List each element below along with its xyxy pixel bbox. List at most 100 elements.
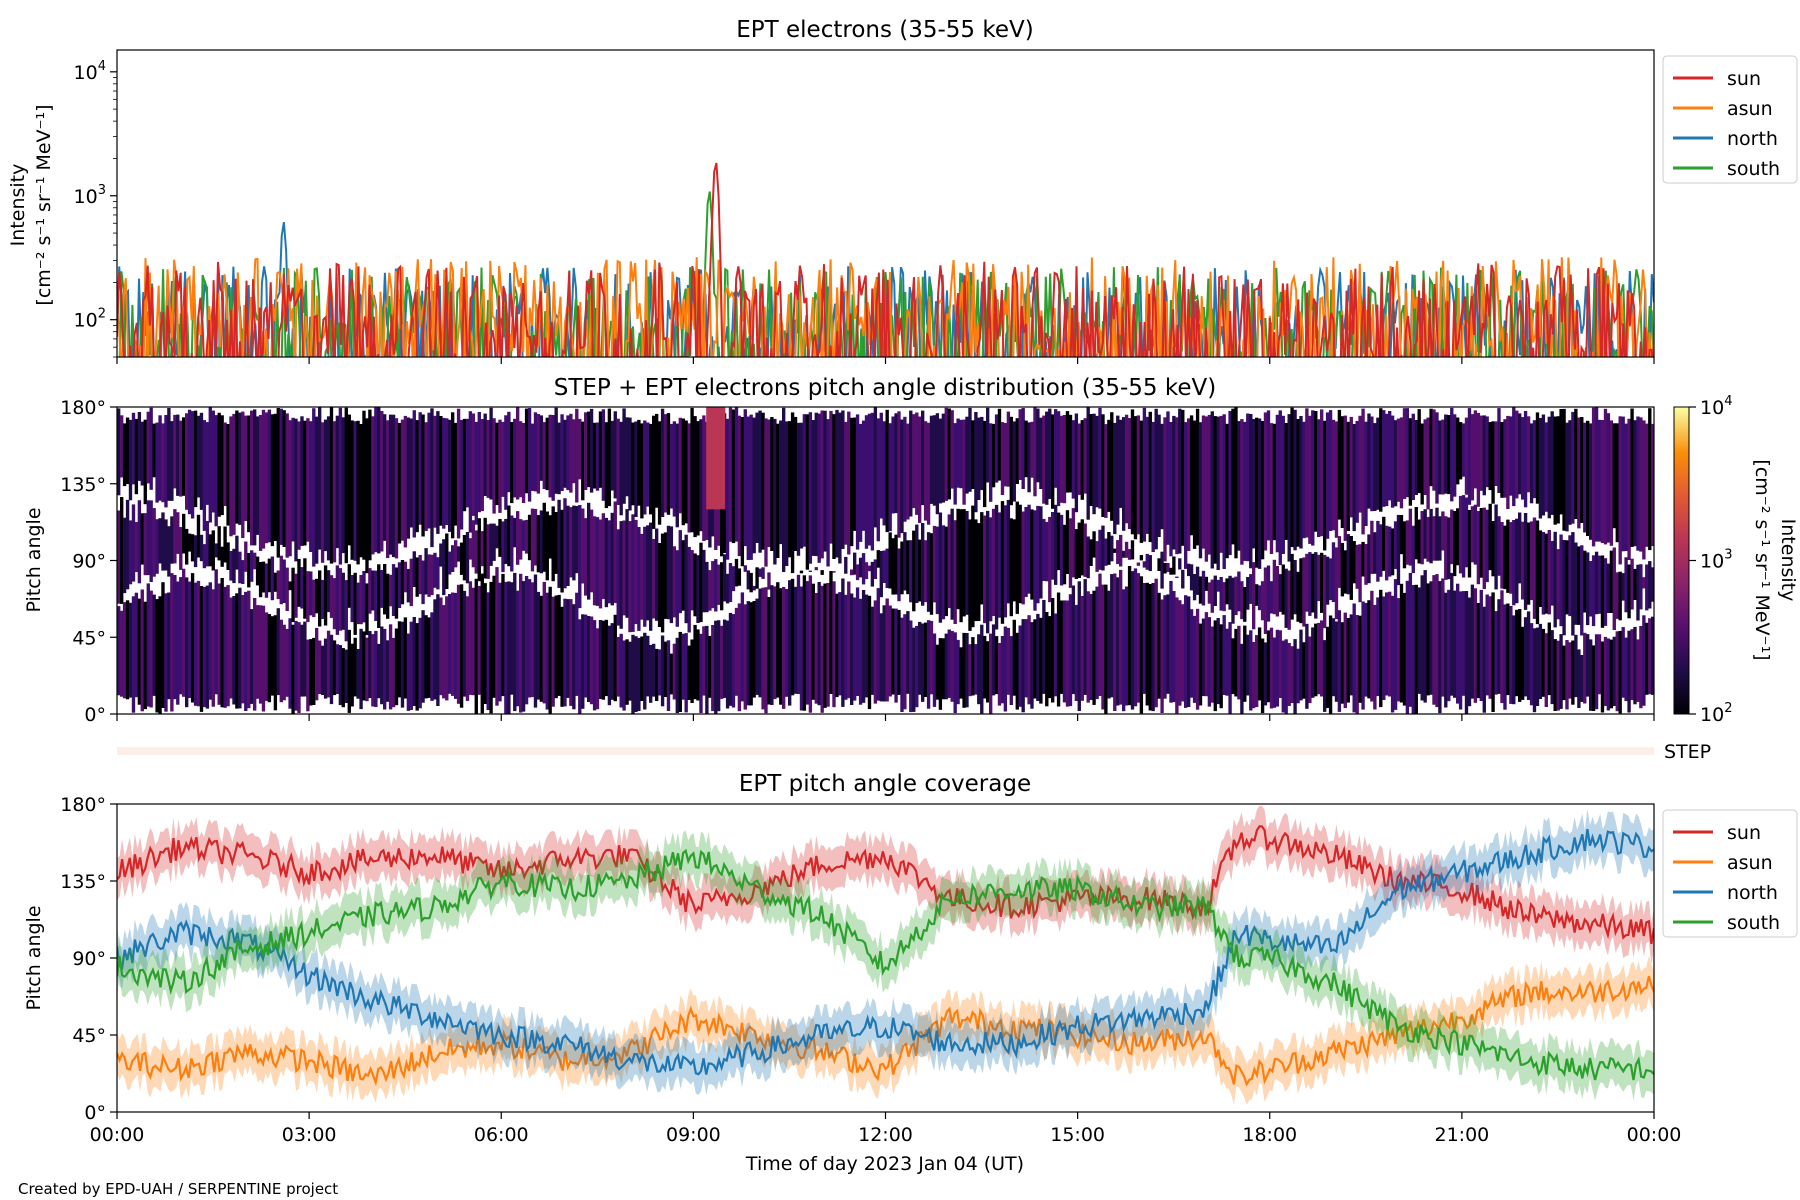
pad-cell (1523, 617, 1528, 697)
pad-cell (131, 412, 136, 485)
y-tick-label: 0° (84, 1102, 106, 1124)
pad-cell (117, 510, 121, 604)
pad-cell (1308, 552, 1312, 616)
pad-cell (702, 549, 706, 613)
pad-cell (1065, 510, 1070, 574)
pad-cell (997, 643, 1002, 706)
pad-cell (294, 620, 298, 711)
pad-cell (318, 407, 322, 550)
pad-cell (1370, 520, 1374, 574)
pad-cell (1255, 584, 1259, 606)
pad-cell (581, 614, 585, 709)
pad-cell (560, 414, 564, 491)
pad-cell (1281, 640, 1285, 713)
pad-cell (350, 575, 354, 623)
pad-cell (767, 597, 771, 705)
pad-cell (938, 638, 943, 710)
pad-cell (929, 415, 934, 504)
pad-cell (495, 567, 499, 706)
pad-cell (1219, 577, 1223, 611)
pad-cell (359, 424, 363, 558)
pad-cell (1266, 630, 1271, 703)
pad-cell (377, 407, 381, 554)
pad-cell (572, 604, 576, 710)
pad-cell (1586, 634, 1590, 697)
pad-cell (690, 639, 694, 703)
pad-cell (300, 624, 304, 697)
pad-cell (1240, 643, 1244, 714)
pad-cell (1597, 419, 1602, 542)
pad-cell (607, 625, 612, 706)
pad-cell (504, 581, 508, 714)
pad-cell (1089, 414, 1093, 506)
pad-cell (483, 517, 487, 579)
intensity-ylabel-1: Intensity (7, 164, 29, 247)
pad-cell (1562, 408, 1566, 531)
pad-cell (1136, 562, 1141, 566)
pad-cell (143, 513, 147, 576)
pad-cell (1024, 619, 1028, 698)
pad-cell (152, 594, 156, 696)
pad-cell (1160, 423, 1164, 530)
pad-cell (850, 593, 854, 705)
coverage-series-south (117, 848, 1654, 1081)
pad-cell (397, 562, 402, 608)
pad-cell (1464, 417, 1469, 495)
pad-cell (675, 423, 679, 528)
pad-cell (1042, 600, 1046, 694)
x-tick-label: 03:00 (282, 1124, 337, 1146)
pad-cell (1192, 615, 1197, 703)
pad-cell (1636, 564, 1640, 621)
pad-cell (468, 581, 473, 695)
pad-cell (451, 412, 455, 539)
pad-cell (761, 412, 765, 550)
pad-cell (486, 592, 490, 710)
pad-cell (1376, 417, 1380, 510)
pad-cell (1225, 423, 1229, 559)
pad-cell (782, 407, 786, 572)
pad-cell (1255, 635, 1259, 707)
pad-cell (640, 636, 644, 701)
pad-cell (1370, 416, 1374, 512)
pad-cell (241, 411, 245, 538)
pad-cell (1559, 409, 1563, 515)
pad-cell (1178, 600, 1182, 706)
pad-cell (507, 505, 511, 567)
pad-cell (646, 422, 650, 507)
pad-cell (391, 564, 396, 616)
pad-cell (347, 414, 351, 546)
pad-cell (563, 498, 567, 589)
pad-cell (1222, 582, 1226, 612)
pad-cell (1518, 413, 1522, 495)
pad-cell (1027, 615, 1031, 705)
pad-cell (1127, 418, 1132, 530)
pad-title: STEP + EPT electrons pitch angle distrib… (554, 375, 1216, 401)
pad-cell (1340, 542, 1345, 597)
pad-cell (297, 622, 301, 713)
pad-cell (1231, 408, 1235, 545)
pad-cell (1246, 634, 1250, 696)
pad-cell (1240, 581, 1244, 620)
pad-cell (548, 515, 552, 559)
pad-cell (1544, 422, 1548, 512)
pad-cell (1393, 521, 1398, 569)
pad-cell (1411, 413, 1415, 500)
pad-cell (935, 644, 940, 700)
pad-cell (1491, 421, 1495, 504)
pad-cell (1317, 622, 1321, 695)
pad-cell (1317, 419, 1321, 537)
pad-cell (1160, 551, 1164, 589)
pad-cell (1269, 627, 1274, 709)
pad-cell (1116, 540, 1120, 564)
pad-cell (120, 610, 124, 697)
pad-cell (805, 581, 810, 705)
pad-cell (1178, 408, 1182, 554)
pad-cell (1621, 627, 1625, 698)
pad-cell (495, 525, 499, 549)
pad-cell (158, 415, 162, 501)
pad-cell (764, 418, 768, 567)
pad-cell (433, 552, 437, 588)
pad-cell (196, 514, 201, 558)
pad-cell (991, 423, 996, 488)
pad-cell (545, 592, 549, 710)
